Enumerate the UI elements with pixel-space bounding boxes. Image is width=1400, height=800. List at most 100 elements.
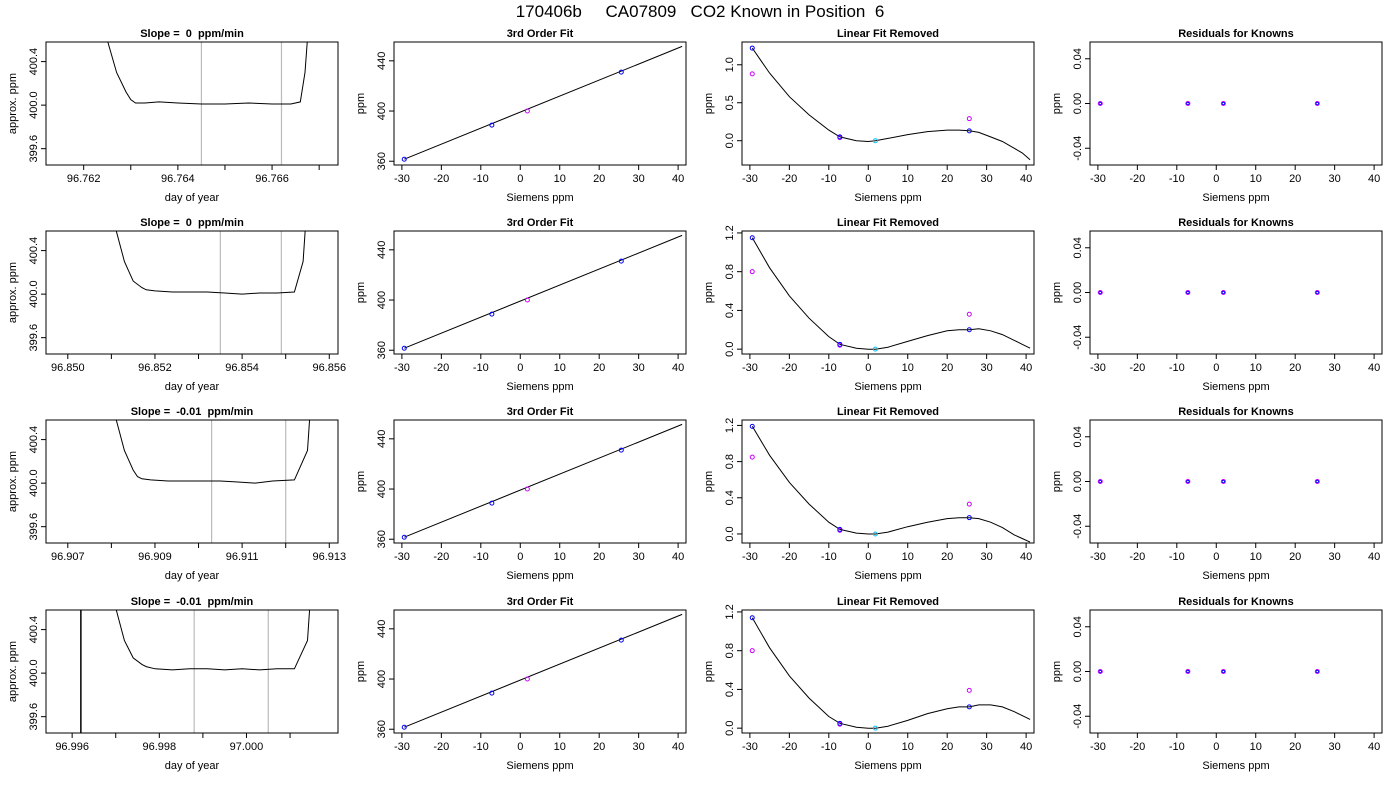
x-tick-label: 10 bbox=[554, 362, 566, 374]
plot-area bbox=[749, 235, 1031, 352]
y-axis-label: ppm bbox=[1051, 93, 1063, 114]
known-data-point bbox=[837, 134, 843, 140]
x-axis-label: day of year bbox=[165, 381, 220, 393]
y-tick-label: 400.0 bbox=[28, 91, 40, 119]
plot-frame bbox=[45, 230, 339, 355]
y-tick-label: 0.00 bbox=[1072, 471, 1084, 492]
x-tick-label: 96.852 bbox=[138, 362, 172, 374]
x-axis-label: day of year bbox=[165, 192, 220, 204]
fit-data-point bbox=[524, 676, 530, 682]
plot-frame bbox=[1089, 609, 1383, 734]
x-tick-label: 10 bbox=[1250, 362, 1262, 374]
linear-panel-row-3: -30 -20 -10 0 10 20 30 40 0.0 0.4 0.8 1.2 Linear Fit… bbox=[703, 406, 1035, 582]
x-tick-label: 40 bbox=[672, 362, 684, 374]
x-tick-label: -10 bbox=[473, 362, 489, 374]
x-axis-label: Siemens ppm bbox=[854, 381, 921, 393]
panel-title: Slope = 0 ppm/min bbox=[140, 217, 244, 229]
x-tick-label: -30 bbox=[1090, 551, 1106, 563]
y-tick-label: 400 bbox=[376, 670, 388, 688]
residual-data-point-inner bbox=[1221, 101, 1225, 106]
x-tick-label: 96.766 bbox=[255, 173, 289, 185]
x-tick-label: 0 bbox=[517, 173, 523, 185]
x-tick-label: 0 bbox=[865, 551, 871, 563]
x-tick-label: 10 bbox=[1250, 173, 1262, 185]
raw-data-point bbox=[749, 648, 755, 654]
x-tick-label: -30 bbox=[394, 551, 410, 563]
residual-data-point bbox=[1097, 479, 1103, 484]
x-tick-label: 30 bbox=[981, 551, 993, 563]
plot-area bbox=[115, 231, 306, 354]
plot-area bbox=[80, 610, 311, 733]
y-tick-label: 399.6 bbox=[28, 324, 40, 352]
x-axis-label: Siemens ppm bbox=[506, 570, 573, 582]
x-tick-label: -30 bbox=[1090, 173, 1106, 185]
x-tick-label: 0 bbox=[1213, 551, 1219, 563]
plot-area bbox=[401, 45, 683, 162]
x-tick-label: -10 bbox=[473, 551, 489, 563]
y-tick-label: 0.8 bbox=[724, 454, 736, 469]
x-tick-label: 40 bbox=[1020, 362, 1032, 374]
x-tick-label: 10 bbox=[554, 173, 566, 185]
y-tick-label: 0.00 bbox=[1072, 661, 1084, 682]
y-tick-label: 400.0 bbox=[28, 280, 40, 308]
x-tick-label: -30 bbox=[742, 551, 758, 563]
y-axis-label: ppm bbox=[355, 471, 367, 492]
x-tick-label: 30 bbox=[633, 741, 645, 753]
trace-series-line bbox=[115, 420, 311, 484]
fit-line bbox=[404, 613, 683, 728]
x-tick-label: -20 bbox=[1129, 362, 1145, 374]
x-tick-label: 20 bbox=[593, 741, 605, 753]
y-tick-label: -0.04 bbox=[1072, 704, 1084, 729]
y-axis-label: ppm bbox=[355, 661, 367, 682]
x-tick-label: 30 bbox=[981, 741, 993, 753]
y-tick-label: 400.0 bbox=[28, 469, 40, 497]
residuals-panel-row-3: -30 -20 -10 0 10 20 30 40 -0.04 0.00 0.04 Residuals… bbox=[1051, 406, 1383, 582]
x-tick-label: -10 bbox=[821, 551, 837, 563]
fit-data-point bbox=[618, 637, 624, 643]
x-tick-label: 40 bbox=[672, 551, 684, 563]
residual-data-point-inner bbox=[1221, 479, 1225, 484]
x-axis-label: day of year bbox=[165, 570, 220, 582]
residual-curve-line bbox=[751, 617, 1031, 729]
x-tick-label: 96.909 bbox=[138, 551, 172, 563]
x-tick-label: 96.996 bbox=[55, 741, 89, 753]
known-data-point bbox=[749, 45, 755, 51]
x-tick-label: 20 bbox=[593, 551, 605, 563]
x-tick-label: 10 bbox=[554, 551, 566, 563]
y-tick-label: 400.4 bbox=[28, 48, 40, 76]
x-tick-label: 30 bbox=[981, 173, 993, 185]
fit-data-point bbox=[618, 69, 624, 75]
residual-curve-line bbox=[751, 47, 1031, 161]
x-tick-label: 30 bbox=[1329, 551, 1341, 563]
x-tick-label: -10 bbox=[821, 741, 837, 753]
x-tick-label: 0 bbox=[517, 362, 523, 374]
y-tick-label: 0.5 bbox=[724, 95, 736, 110]
plot-frame bbox=[393, 41, 687, 166]
x-tick-label: 0 bbox=[865, 741, 871, 753]
plot-frame bbox=[1089, 41, 1383, 166]
panel-title: Residuals for Knowns bbox=[1178, 596, 1294, 608]
x-tick-label: 0 bbox=[517, 741, 523, 753]
x-tick-label: -20 bbox=[781, 551, 797, 563]
y-tick-label: 0.00 bbox=[1072, 282, 1084, 303]
x-tick-label: 30 bbox=[633, 362, 645, 374]
x-tick-label: -10 bbox=[1169, 741, 1185, 753]
y-tick-label: -0.04 bbox=[1072, 514, 1084, 539]
x-tick-label: 10 bbox=[902, 741, 914, 753]
panel-title: Linear Fit Removed bbox=[837, 28, 939, 40]
x-tick-label: -30 bbox=[394, 362, 410, 374]
x-tick-label: 20 bbox=[1289, 741, 1301, 753]
y-tick-label: 440 bbox=[376, 52, 388, 70]
fit-line bbox=[404, 234, 683, 349]
x-tick-label: 40 bbox=[1368, 551, 1380, 563]
plot-area bbox=[749, 615, 1031, 731]
x-axis-label: Siemens ppm bbox=[1202, 570, 1269, 582]
plot-frame bbox=[741, 419, 1035, 544]
fit-data-point bbox=[489, 690, 495, 696]
x-tick-label: 40 bbox=[672, 173, 684, 185]
trace-panel-row-3: 96.907 96.909 96.911 96.913 399.6 400.0 400.4 S… bbox=[7, 406, 346, 582]
plot-area bbox=[401, 234, 683, 351]
plot-area bbox=[749, 423, 1031, 543]
y-tick-label: 0.04 bbox=[1072, 237, 1084, 258]
